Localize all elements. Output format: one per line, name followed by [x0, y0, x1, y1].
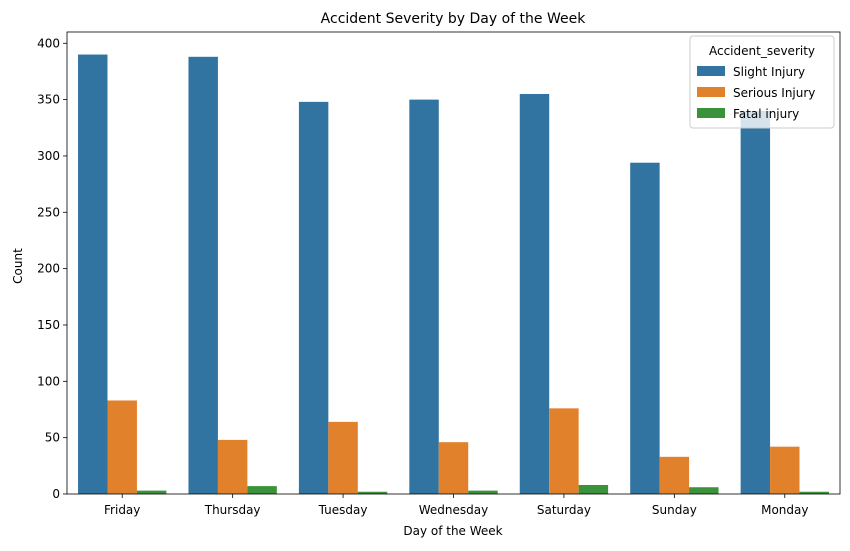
bar-fatal-injury [357, 491, 388, 494]
legend-label: Slight Injury [733, 65, 805, 79]
y-tick-label: 200 [37, 262, 60, 276]
bar-serious-injury [107, 400, 137, 494]
bar-slight-injury [188, 56, 218, 494]
legend-swatch [697, 108, 725, 118]
bar-slight-injury [78, 54, 108, 494]
bar-fatal-injury [136, 490, 167, 494]
x-axis-label: Day of the Week [403, 524, 502, 538]
x-axis: Friday Thursday Tuesday Wednesday Saturday Su… [104, 494, 808, 517]
bar-slight-injury [409, 99, 439, 495]
y-tick-label: 50 [45, 431, 60, 445]
y-tick-label: 100 [37, 374, 60, 388]
bar-slight-injury [298, 101, 329, 495]
legend-label: Serious Injury [733, 86, 815, 100]
legend: Accident_severity Slight Injury Serious I… [689, 35, 835, 129]
bar-fatal-injury [468, 490, 498, 494]
y-axis: 0 50 100 150 200 250 300 350 400 [37, 36, 67, 501]
bar-fatal-injury [799, 491, 829, 494]
x-tick-label: Friday [104, 503, 140, 517]
chart-title: Accident Severity by Day of the Week [321, 11, 587, 27]
legend-swatch [697, 66, 725, 76]
y-tick-label: 150 [37, 318, 60, 332]
x-tick-label: Thursday [204, 503, 261, 517]
y-tick-label: 250 [37, 205, 60, 219]
y-tick-label: 0 [52, 487, 60, 501]
x-tick-label: Sunday [652, 503, 697, 517]
x-tick-label: Tuesday [318, 503, 368, 517]
bar-fatal-injury [247, 486, 277, 494]
bar-slight-injury [630, 162, 660, 494]
bar-slight-injury [519, 93, 550, 494]
legend-swatch [697, 87, 725, 97]
bar-fatal-injury [689, 487, 719, 494]
x-tick-label: Saturday [537, 503, 591, 517]
y-tick-label: 400 [37, 36, 60, 50]
legend-box [689, 35, 835, 129]
y-tick-label: 300 [37, 149, 60, 163]
x-tick-label: Wednesday [419, 503, 488, 517]
bar-serious-injury [549, 408, 579, 494]
y-axis-label: Count [11, 248, 25, 284]
legend-label: Fatal injury [733, 107, 799, 121]
bar-serious-injury [659, 456, 690, 494]
bar-serious-injury [438, 442, 469, 494]
legend-title: Accident_severity [709, 44, 815, 58]
bar-serious-injury [770, 446, 800, 494]
bar-slight-injury [740, 110, 771, 494]
plot-frame [66, 31, 841, 495]
bar-serious-injury [328, 421, 358, 494]
bar-serious-injury [217, 439, 248, 494]
plot-area [78, 54, 829, 495]
y-tick-label: 350 [37, 93, 60, 107]
x-tick-label: Monday [761, 503, 808, 517]
bar-fatal-injury [578, 484, 609, 494]
